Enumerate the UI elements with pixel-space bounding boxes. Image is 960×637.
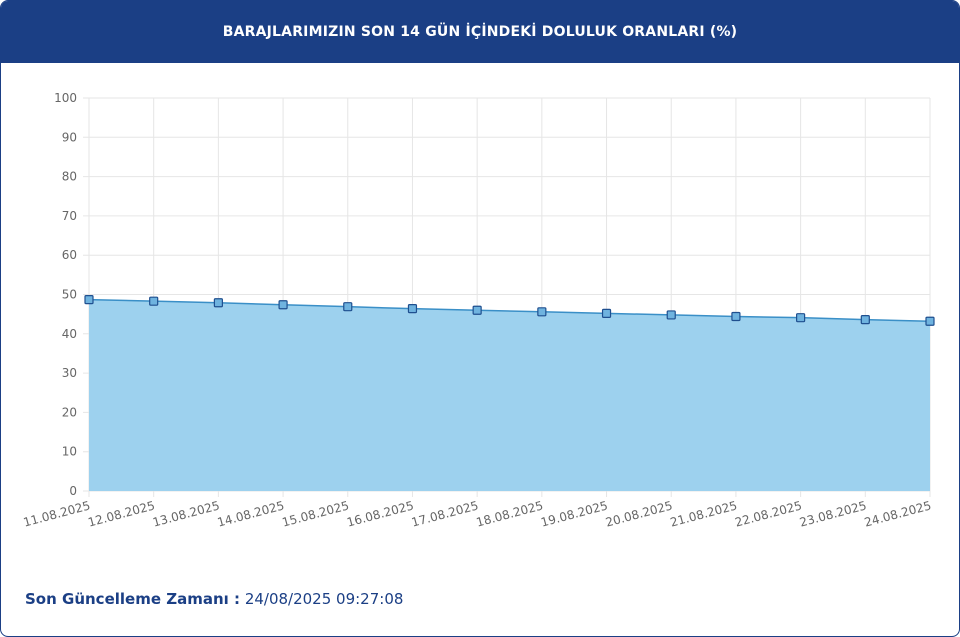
x-tick-label: 12.08.2025 [86, 498, 156, 529]
x-tick-label: 13.08.2025 [151, 498, 221, 529]
data-point [796, 313, 806, 323]
x-tick-label: 22.08.2025 [733, 498, 803, 529]
last-update-value: 24/08/2025 09:27:08 [244, 590, 404, 608]
y-tick-label: 10 [62, 445, 77, 459]
area-fill [89, 299, 930, 491]
card-header: BARAJLARIMIZIN SON 14 GÜN İÇİNDEKİ DOLUL… [1, 1, 959, 63]
series-line [88, 298, 931, 322]
x-tick-label: 23.08.2025 [798, 498, 868, 529]
data-point [213, 298, 223, 308]
data-point [601, 308, 612, 318]
y-tick-label: 20 [62, 405, 77, 419]
chart-area: 0 10 20 30 40 50 60 70 80 90 100 11.08.2025 12.08.2… [1, 63, 959, 563]
y-tick-label: 60 [62, 248, 77, 262]
data-point [925, 316, 935, 326]
x-tick-label: 15.08.2025 [281, 498, 351, 529]
x-tick-label: 21.08.2025 [669, 498, 739, 529]
y-tick-label: 0 [69, 484, 77, 498]
y-tick-label: 40 [62, 327, 77, 341]
y-tick-label: 100 [54, 91, 77, 105]
y-tick-label: 50 [62, 288, 77, 302]
last-update: Son Güncelleme Zamanı : 24/08/2025 09:27… [25, 590, 403, 608]
x-tick-label: 11.08.2025 [22, 498, 92, 529]
data-point [537, 307, 547, 317]
x-tick-label: 17.08.2025 [410, 498, 480, 529]
x-tick-label: 18.08.2025 [475, 498, 545, 529]
y-tick-label: 70 [62, 209, 77, 223]
data-point [278, 300, 288, 310]
data-point [860, 315, 870, 325]
area-fill-layer [88, 298, 931, 491]
data-point [731, 311, 741, 322]
data-point [149, 296, 159, 306]
data-points [84, 295, 935, 326]
x-tick-label: 16.08.2025 [345, 498, 415, 529]
x-tick-label: 24.08.2025 [863, 498, 933, 529]
y-tick-label: 90 [62, 130, 77, 144]
x-axis-ticks: 11.08.202512.08.202513.08.202514.08.2025… [22, 498, 933, 529]
data-point [343, 302, 353, 312]
chart-title: BARAJLARIMIZIN SON 14 GÜN İÇİNDEKİ DOLUL… [222, 24, 738, 40]
x-tick-label: 19.08.2025 [539, 498, 609, 529]
y-tick-label: 80 [62, 170, 77, 184]
data-point [666, 310, 676, 320]
y-tick-label: 30 [62, 366, 77, 380]
data-point [84, 295, 94, 305]
x-tick-label: 20.08.2025 [604, 498, 674, 529]
y-axis-ticks: 0 10 20 30 40 50 60 70 80 90 100 [54, 91, 77, 498]
last-update-label: Son Güncelleme Zamanı : [25, 590, 241, 608]
data-point [407, 304, 418, 314]
data-point [472, 305, 482, 315]
x-tick-label: 14.08.2025 [216, 498, 286, 529]
line-area-chart: 0 10 20 30 40 50 60 70 80 90 100 11.08.202512.08.2… [22, 91, 935, 530]
